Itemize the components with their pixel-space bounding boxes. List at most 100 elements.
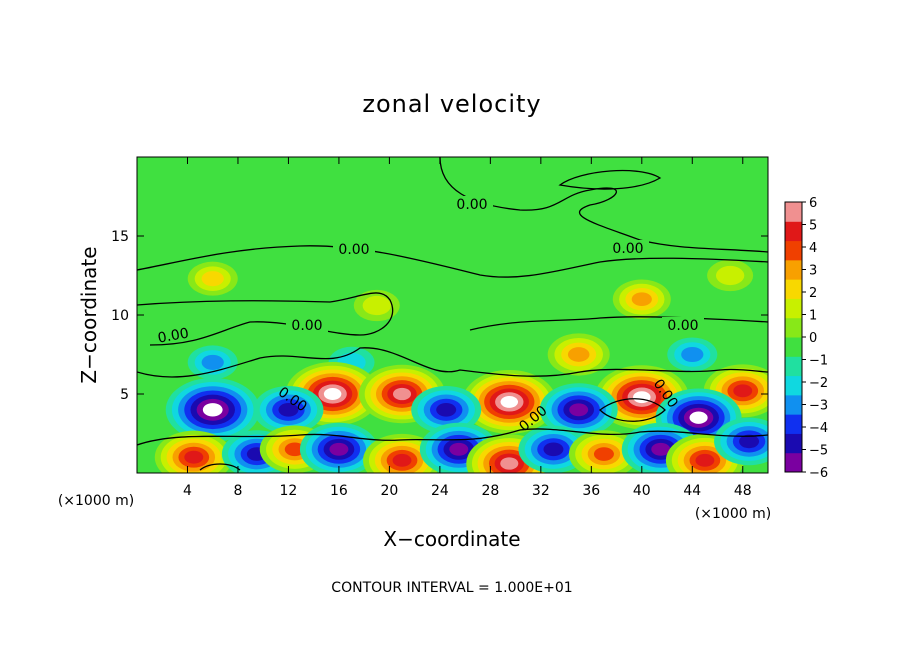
contour-interval-note: CONTOUR INTERVAL = 1.000E+01 xyxy=(331,580,572,596)
field-level xyxy=(202,403,223,417)
colorbar-tick-label: 0 xyxy=(809,331,817,346)
field-level xyxy=(362,295,391,316)
field-level xyxy=(284,442,305,457)
contour-label-bg xyxy=(662,317,704,333)
y-tick-label: 10 xyxy=(111,308,129,324)
contour-line xyxy=(599,398,666,422)
field-level xyxy=(569,403,589,417)
x-axis-ticks: 4 8 12 16 20 24 28 32 36 40 44 48 xyxy=(183,157,752,499)
contour-label: 0.00 xyxy=(456,197,487,213)
colorbar-segment xyxy=(785,240,802,261)
field-level xyxy=(739,434,760,449)
colorbar-segment xyxy=(785,452,802,473)
colorbar-segment xyxy=(785,337,802,357)
colorbar-tick-label: 6 xyxy=(809,196,817,211)
x-tick-label: 8 xyxy=(233,483,242,499)
colorbar-tick-label: −2 xyxy=(809,376,828,391)
field-level xyxy=(681,346,704,363)
field-level xyxy=(184,450,204,464)
contour-label-bg xyxy=(607,240,649,256)
colorbar-frame xyxy=(784,201,803,473)
field-level xyxy=(278,403,299,417)
contour-line xyxy=(469,316,768,331)
y-tick-label: 5 xyxy=(120,387,129,403)
colorbar-tick-label: −5 xyxy=(809,444,828,459)
field-level xyxy=(392,453,412,467)
x-tick-label: 28 xyxy=(481,483,499,499)
colorbar-tick-label: 1 xyxy=(809,309,817,324)
zero-contours xyxy=(137,157,768,471)
x-tick-label: 36 xyxy=(582,483,600,499)
x-tick-label: 24 xyxy=(431,483,449,499)
y-tick-label: 15 xyxy=(111,229,129,245)
field-level xyxy=(500,457,519,470)
x-tick-label: 12 xyxy=(280,483,298,499)
colorbar-tick-label: −3 xyxy=(809,399,828,414)
colorbar-segment xyxy=(785,221,802,242)
field-level xyxy=(567,347,590,362)
field-level xyxy=(436,403,457,417)
field-level xyxy=(201,271,224,287)
colorbar-segment xyxy=(785,259,802,280)
colorbar-tick-label: −4 xyxy=(809,421,828,436)
colorbar-segment xyxy=(785,375,802,396)
heatmap-area: 0.00 0.00 0.00 0.00 0.00 0.00 0.00 0.00 … xyxy=(137,157,768,473)
x-tick-label: 32 xyxy=(532,483,550,499)
field-level xyxy=(715,265,745,286)
field-level xyxy=(631,292,652,307)
chart-title: zonal velocity xyxy=(362,90,541,118)
colorbar-tick-label: −1 xyxy=(809,354,828,369)
contour-label: 0.00 xyxy=(291,318,322,334)
contour-label-bg xyxy=(451,196,493,212)
contour-line xyxy=(137,292,394,346)
x-tick-label: 40 xyxy=(633,483,651,499)
velocity-field xyxy=(154,259,768,473)
field-level xyxy=(593,447,614,461)
colorbar-tick-label: −6 xyxy=(809,466,828,481)
colorbar-tick-label: 5 xyxy=(809,219,817,234)
field-level xyxy=(329,442,349,456)
contour-line xyxy=(439,157,768,253)
field-level xyxy=(500,395,519,408)
x-unit-right: (×1000 m) xyxy=(695,506,771,522)
field-level xyxy=(323,388,342,400)
field-level xyxy=(733,384,753,398)
field-level xyxy=(695,453,715,467)
field-level xyxy=(633,391,651,404)
colorbar-segment xyxy=(785,298,802,319)
y-axis-label: Z−coordinate xyxy=(77,246,101,383)
field-level xyxy=(543,442,564,457)
field-level xyxy=(392,387,412,401)
contour-label-bg xyxy=(333,241,375,257)
colorbar-segment xyxy=(785,394,802,415)
contour-line xyxy=(137,245,768,278)
colorbar-tick-label: 3 xyxy=(809,264,817,279)
field-level xyxy=(201,354,224,370)
contour-label-bg xyxy=(286,317,328,333)
contour-label: 0.00 xyxy=(338,242,369,258)
contour-label: 0.00 xyxy=(612,241,643,257)
field-level xyxy=(651,442,671,456)
contour-label: 0.00 xyxy=(157,325,190,346)
y-axis-ticks: 5 10 15 xyxy=(111,229,768,403)
x-tick-label: 20 xyxy=(380,483,398,499)
colorbar-segment xyxy=(785,317,802,338)
colorbar-segment xyxy=(785,202,802,222)
x-tick-label: 48 xyxy=(734,483,752,499)
contour-line xyxy=(137,347,768,378)
field-level xyxy=(449,442,469,456)
colorbar-segment xyxy=(785,356,802,377)
colorbar-tick-label: 2 xyxy=(809,286,817,301)
contour-line xyxy=(199,463,241,471)
colorbar-segment xyxy=(785,414,802,434)
x-tick-label: 16 xyxy=(330,483,348,499)
colorbar: 6 5 4 3 2 1 0 −1 −2 −3 −4 −5 −6 xyxy=(785,196,828,481)
colorbar-tick-label: 4 xyxy=(809,241,817,256)
contour-line xyxy=(558,169,662,190)
x-axis-label: X−coordinate xyxy=(383,527,520,551)
colorbar-segment xyxy=(785,279,802,299)
contour-line xyxy=(137,428,768,446)
x-unit-left: (×1000 m) xyxy=(58,493,134,509)
contour-label: 0.00 xyxy=(667,318,698,334)
